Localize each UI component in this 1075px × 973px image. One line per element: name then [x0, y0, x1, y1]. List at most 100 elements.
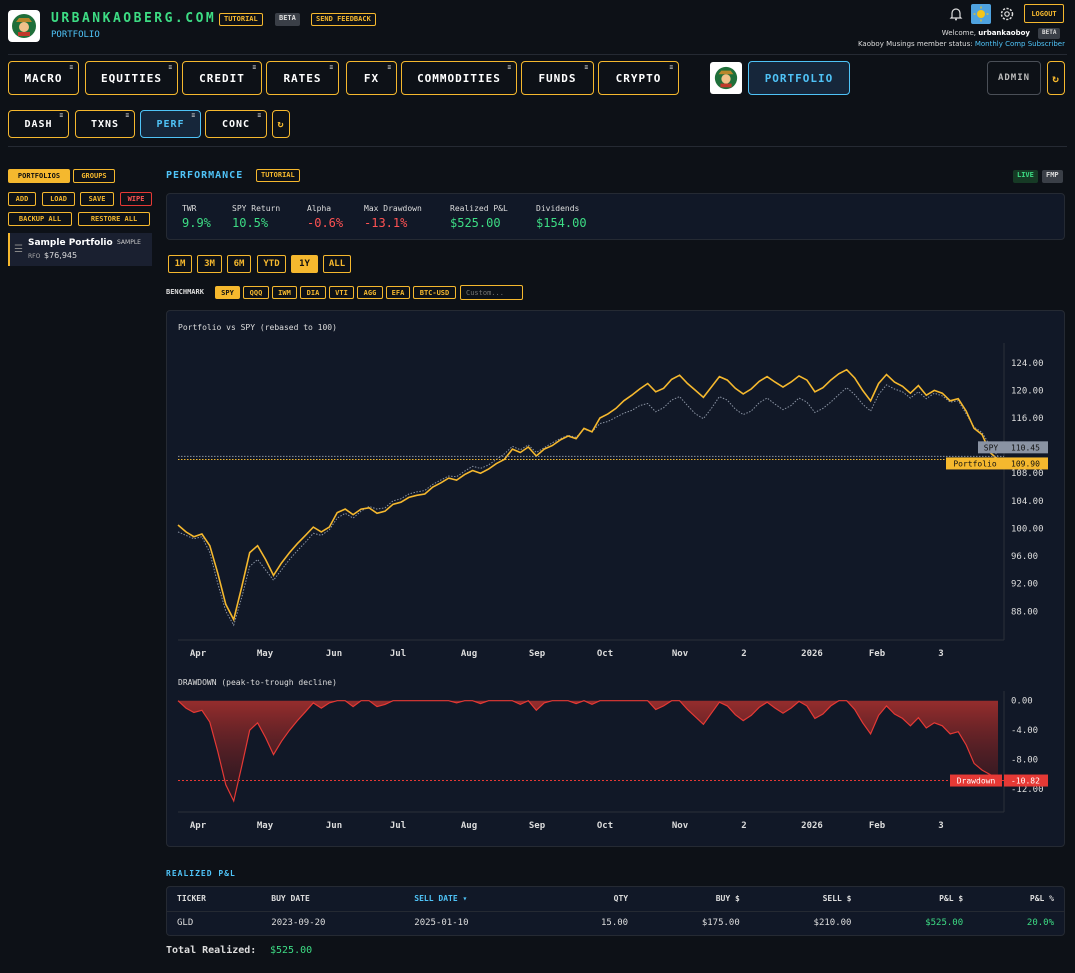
x-tick-label: 2: [741, 821, 746, 831]
x-tick-label: Apr: [190, 821, 207, 831]
nav-commodities[interactable]: COMMODITIES ≡: [401, 61, 517, 95]
range-1y[interactable]: 1Y: [291, 255, 318, 273]
nav-menu-icon[interactable]: ≡: [252, 64, 257, 71]
nav-menu-icon[interactable]: ≡: [387, 64, 392, 71]
subnav-menu-icon[interactable]: ≡: [125, 112, 130, 119]
y-tick-label: -12.00: [1011, 785, 1044, 795]
settings-gear-icon[interactable]: [998, 5, 1016, 23]
portfolio-list-item[interactable]: ☰ Sample Portfolio SAMPLE RFO $76,945: [8, 233, 152, 266]
column-header[interactable]: QTY: [547, 887, 639, 912]
metric-twr: TWR 9.9%: [182, 204, 232, 230]
nav-menu-icon[interactable]: ≡: [507, 64, 512, 71]
tutorial-tag[interactable]: TUTORIAL: [219, 13, 263, 26]
table-cell: $210.00: [813, 918, 852, 929]
send-feedback-button[interactable]: SEND FEEDBACK: [311, 13, 376, 26]
subnav-menu-icon[interactable]: ≡: [191, 112, 196, 119]
drawdown-title: DRAWDOWN (peak-to-trough decline): [178, 678, 337, 687]
nav-label: MACRO: [24, 71, 63, 85]
metric-value: $525.00: [450, 216, 501, 230]
portfolio-avatar[interactable]: [710, 62, 742, 94]
x-tick-label: Apr: [190, 649, 207, 659]
benchmark-iwm[interactable]: IWM: [272, 286, 297, 299]
member-status: Kaoboy Musings member status: Monthly Co…: [857, 40, 1065, 48]
nav-menu-icon[interactable]: ≡: [669, 64, 674, 71]
performance-chart[interactable]: Portfolio vs SPY (rebased to 100) DRAWDO…: [166, 310, 1065, 847]
subnav-refresh-button[interactable]: ↻: [272, 110, 290, 138]
backup-all-button[interactable]: BACKUP ALL: [8, 212, 72, 226]
x-tick-label: Sep: [529, 821, 546, 831]
subnav-txns[interactable]: TXNS ≡: [75, 110, 135, 138]
column-header[interactable]: BUY $: [638, 887, 750, 912]
theme-toggle-icon[interactable]: [971, 4, 991, 24]
tab-groups[interactable]: GROUPS: [73, 169, 115, 183]
nav-menu-icon[interactable]: ≡: [69, 64, 74, 71]
nav-macro[interactable]: MACRO ≡: [8, 61, 79, 95]
nav-funds[interactable]: FUNDS ≡: [521, 61, 594, 95]
nav-menu-icon[interactable]: ≡: [584, 64, 589, 71]
benchmark-qqq[interactable]: QQQ: [243, 286, 269, 299]
restore-all-button[interactable]: RESTORE ALL: [78, 212, 150, 226]
nav-menu-icon[interactable]: ≡: [168, 64, 173, 71]
metric-label: Dividends: [536, 204, 580, 213]
table-row[interactable]: GLD 2023-09-20 2025-01-10 15.00 $175.00 $210.…: [167, 911, 1064, 935]
x-tick-label: Nov: [672, 649, 689, 659]
range-1m[interactable]: 1M: [168, 255, 192, 273]
column-header[interactable]: TICKER: [167, 887, 262, 912]
range-6m[interactable]: 6M: [227, 255, 251, 273]
notifications-bell-icon[interactable]: [947, 5, 965, 23]
column-header[interactable]: SELL $: [749, 887, 862, 912]
spy-value-tag: [1004, 441, 1048, 454]
nav-rates[interactable]: RATES ≡: [266, 61, 339, 95]
range-all[interactable]: ALL: [323, 255, 351, 273]
benchmark-spy[interactable]: SPY: [215, 286, 240, 299]
benchmark-dia[interactable]: DIA: [300, 286, 326, 299]
subnav-menu-icon[interactable]: ≡: [59, 112, 64, 119]
site-logo[interactable]: [8, 10, 40, 42]
load-portfolio-button[interactable]: LOAD: [42, 192, 75, 206]
live-badge: LIVE: [1013, 170, 1038, 183]
tab-portfolios[interactable]: PORTFOLIOS: [8, 169, 70, 183]
add-portfolio-button[interactable]: ADD: [8, 192, 36, 206]
nav-portfolio[interactable]: PORTFOLIO: [748, 61, 850, 95]
site-brand[interactable]: URBANKAOBERG.COM: [51, 11, 217, 26]
spy-series-name: SPY: [984, 443, 999, 452]
range-3m[interactable]: 3M: [197, 255, 222, 273]
subnav-menu-icon[interactable]: ≡: [257, 112, 262, 119]
performance-tutorial-tag[interactable]: TUTORIAL: [256, 169, 300, 182]
column-header[interactable]: P&L $: [861, 887, 974, 912]
subnav-conc[interactable]: CONC ≡: [205, 110, 267, 138]
save-portfolio-button[interactable]: SAVE: [80, 192, 114, 206]
nav-credit[interactable]: CREDIT ≡: [182, 61, 262, 95]
benchmark-agg[interactable]: AGG: [357, 286, 383, 299]
x-tick-label: Aug: [461, 649, 477, 659]
table-cell: GLD: [177, 918, 194, 929]
benchmark-vti[interactable]: VTI: [329, 286, 354, 299]
drag-handle-icon[interactable]: ☰: [14, 244, 23, 255]
nav-fx[interactable]: FX ≡: [346, 61, 397, 95]
benchmark-label: BENCHMARK: [166, 288, 204, 296]
nav-menu-icon[interactable]: ≡: [329, 64, 334, 71]
column-header[interactable]: BUY DATE: [261, 887, 405, 912]
nav-equities[interactable]: EQUITIES ≡: [85, 61, 178, 95]
subnav-perf[interactable]: PERF ≡: [140, 110, 201, 138]
column-header[interactable]: SELL DATE ▾: [404, 887, 548, 912]
subnav-dash[interactable]: DASH ≡: [8, 110, 69, 138]
portfolio-name: Sample Portfolio: [28, 238, 113, 248]
x-tick-label: Feb: [869, 649, 886, 659]
benchmark-efa[interactable]: EFA: [386, 286, 410, 299]
y-tick-label: 92.00: [1011, 580, 1038, 590]
metric-label: Max Drawdown: [364, 204, 422, 213]
range-ytd[interactable]: YTD: [257, 255, 286, 273]
x-tick-label: May: [257, 649, 274, 659]
logout-button[interactable]: LOGOUT: [1024, 4, 1064, 23]
custom-benchmark-input[interactable]: [460, 285, 523, 300]
metrics-row: TWR 9.9% SPY Return 10.5% Alpha -0.6% Max Draw…: [182, 204, 616, 230]
benchmark-btc-usd[interactable]: BTC-USD: [413, 286, 456, 299]
spy-last-value: 110.45: [1011, 443, 1040, 452]
column-header[interactable]: P&L %: [973, 887, 1064, 912]
nav-refresh-button[interactable]: ↻: [1047, 61, 1065, 95]
wipe-portfolio-button[interactable]: WIPE: [120, 192, 152, 206]
nav-admin[interactable]: ADMIN: [987, 61, 1041, 95]
nav-crypto[interactable]: CRYPTO ≡: [598, 61, 679, 95]
metric-realized-p-l: Realized P&L $525.00: [450, 204, 536, 230]
